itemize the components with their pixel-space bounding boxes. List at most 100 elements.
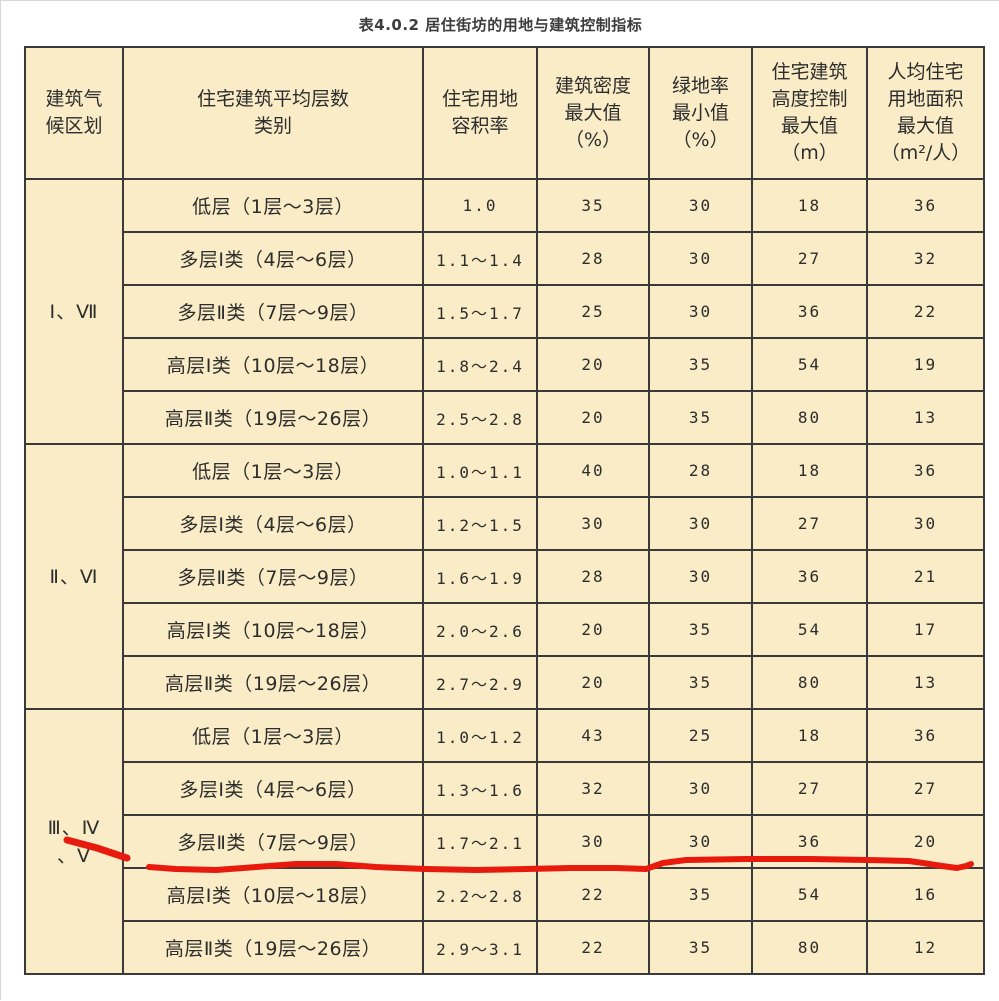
per-capita-cell: 17	[866, 602, 985, 657]
green-cell: 35	[648, 337, 753, 392]
far-cell: 1.5～1.7	[422, 284, 538, 339]
green-cell: 35	[648, 602, 753, 657]
height-cell: 36	[751, 549, 868, 604]
column-header-climate-zone: 建筑气 候区划	[24, 46, 124, 180]
green-cell: 28	[648, 443, 753, 498]
category-cell: 高层Ⅰ类（10层～18层）	[122, 867, 424, 922]
green-cell: 30	[648, 284, 753, 339]
far-cell: 2.7～2.9	[422, 655, 538, 710]
per-capita-cell: 36	[866, 708, 985, 763]
height-cell: 54	[751, 337, 868, 392]
category-cell: 低层（1层～3层）	[122, 708, 424, 763]
far-cell: 1.1～1.4	[422, 231, 538, 286]
header-line: 人均住宅	[887, 61, 964, 83]
green-cell: 30	[648, 496, 753, 551]
header-line: 类别	[253, 115, 292, 137]
table-row: 多层Ⅱ类（7层～9层） 1.6～1.9 28 30 36 21	[25, 549, 985, 604]
far-cell: 2.0～2.6	[422, 602, 538, 657]
density-cell: 43	[536, 708, 650, 763]
table-row: Ⅱ、Ⅵ 低层（1层～3层） 1.0～1.1 40 28 18 36	[24, 443, 985, 710]
density-cell: 20	[536, 655, 650, 710]
density-cell: 20	[536, 390, 650, 445]
table-row: 多层Ⅰ类（4层～6层） 1.1～1.4 28 30 27 32	[25, 231, 985, 286]
green-cell: 30	[648, 761, 753, 816]
far-cell: 1.2～1.5	[422, 496, 538, 551]
height-cell: 27	[751, 496, 868, 551]
per-capita-cell: 30	[866, 496, 985, 551]
density-cell: 20	[536, 337, 650, 392]
table-row: Ⅰ、Ⅶ 低层（1层～3层） 1.0 35 30 18 36	[24, 178, 985, 445]
per-capita-cell: 19	[866, 337, 985, 392]
per-capita-cell: 32	[866, 231, 985, 286]
green-cell: 30	[648, 549, 753, 604]
green-cell: 35	[648, 390, 753, 445]
density-cell: 30	[536, 496, 650, 551]
category-cell: 多层Ⅱ类（7层～9层）	[122, 284, 424, 339]
height-cell: 54	[751, 602, 868, 657]
zone-cell-group3: Ⅲ、Ⅳ 、Ⅴ	[24, 708, 124, 975]
density-cell: 20	[536, 602, 650, 657]
table-row: 高层Ⅱ类（19层～26层） 2.5～2.8 20 35 80 13	[25, 390, 985, 445]
density-cell: 25	[536, 284, 650, 339]
density-cell: 28	[536, 549, 650, 604]
table-title: 表4.0.2 居住街坊的用地与建筑控制指标	[358, 16, 643, 34]
table-row: 高层Ⅱ类（19层～26层） 2.9～3.1 22 35 80 12	[25, 920, 985, 975]
header-line: （%）	[564, 128, 622, 151]
category-cell: 多层Ⅰ类（4层～6层）	[122, 496, 424, 551]
header-line: 建筑密度	[554, 74, 631, 97]
header-line: （m²/人）	[880, 142, 971, 164]
density-cell: 30	[536, 814, 650, 869]
far-cell: 2.9～3.1	[422, 920, 538, 975]
green-cell: 30	[648, 814, 753, 869]
header-line: 住宅建筑平均层数	[196, 88, 349, 110]
height-cell: 27	[751, 231, 868, 286]
category-cell: 高层Ⅱ类（19层～26层）	[122, 390, 424, 445]
category-cell: 多层Ⅱ类（7层～9层）	[122, 814, 424, 869]
indicators-table: 建筑气 候区划 住宅建筑平均层数 类别 住宅用地 容积率 建筑密度 最大值 （%…	[24, 46, 985, 975]
category-cell: 高层Ⅰ类（10层～18层）	[122, 602, 424, 657]
per-capita-cell: 36	[866, 443, 985, 498]
height-cell: 18	[751, 178, 868, 233]
density-cell: 22	[536, 920, 650, 975]
header-line: 最大值	[780, 115, 838, 137]
green-cell: 35	[648, 920, 753, 975]
far-cell: 1.0～1.2	[422, 708, 538, 763]
per-capita-cell: 36	[866, 178, 985, 233]
table-row: 高层Ⅰ类（10层～18层） 2.0～2.6 20 35 54 17	[25, 602, 985, 657]
far-cell: 1.3～1.6	[422, 761, 538, 816]
green-cell: 30	[648, 231, 753, 286]
far-cell: 1.6～1.9	[422, 549, 538, 604]
far-cell: 2.5～2.8	[422, 390, 538, 445]
header-line: 候区划	[45, 115, 103, 137]
category-cell: 高层Ⅱ类（19层～26层）	[122, 655, 424, 710]
density-cell: 32	[536, 761, 650, 816]
height-cell: 80	[751, 390, 868, 445]
table-row: 多层Ⅰ类（4层～6层） 1.3～1.6 32 30 27 27	[25, 761, 985, 816]
zone-label: Ⅲ、Ⅳ	[47, 816, 101, 839]
column-header-category: 住宅建筑平均层数 类别	[122, 46, 424, 180]
column-header-per-capita-area: 人均住宅 用地面积 最大值 （m²/人）	[866, 46, 985, 180]
column-header-floor-area-ratio: 住宅用地 容积率	[422, 46, 538, 180]
far-cell: 1.7～2.1	[422, 814, 538, 869]
height-cell: 18	[751, 708, 868, 763]
header-line: 最小值	[671, 101, 729, 124]
header-row: 建筑气 候区划 住宅建筑平均层数 类别 住宅用地 容积率 建筑密度 最大值 （%…	[24, 46, 985, 180]
category-cell: 高层Ⅰ类（10层～18层）	[122, 337, 424, 392]
density-cell: 35	[536, 178, 650, 233]
zone-label: 、Ⅴ	[57, 844, 91, 867]
category-cell: 多层Ⅱ类（7层～9层）	[122, 549, 424, 604]
height-cell: 27	[751, 761, 868, 816]
per-capita-cell: 20	[866, 814, 985, 869]
green-cell: 25	[648, 708, 753, 763]
density-cell: 22	[536, 867, 650, 922]
zone-cell-group2: Ⅱ、Ⅵ	[24, 443, 124, 710]
header-line: 建筑气	[45, 88, 103, 110]
zone-cell-group1: Ⅰ、Ⅶ	[24, 178, 124, 445]
header-line: 住宅用地	[441, 88, 518, 110]
per-capita-cell: 21	[866, 549, 985, 604]
column-header-height-limit: 住宅建筑 高度控制 最大值 （m）	[751, 46, 868, 180]
table-row: 高层Ⅰ类（10层～18层） 2.2～2.8 22 35 54 16	[25, 867, 985, 922]
height-cell: 80	[751, 920, 868, 975]
green-cell: 35	[648, 867, 753, 922]
